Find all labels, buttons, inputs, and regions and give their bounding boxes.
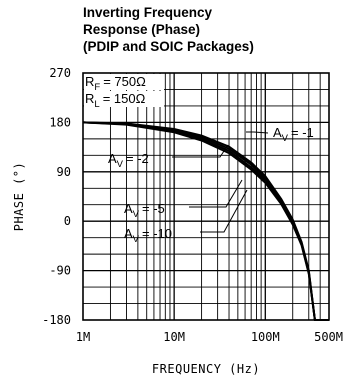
y-axis-label: PHASE (°): [12, 162, 26, 232]
series-label: AV = -2: [108, 151, 149, 170]
series-label-leader: [246, 131, 269, 134]
series-label-value: = -2: [126, 151, 149, 166]
x-axis-label: FREQUENCY (Hz): [152, 362, 260, 376]
condition-background: [84, 74, 164, 90]
y-tick-label: 180: [49, 115, 71, 129]
series-labels: AV = -1AV = -2AV = -5AV = -10: [108, 125, 314, 245]
series-label: AV = -10: [124, 226, 172, 245]
series-label-subscript: V: [117, 159, 124, 170]
series-label-symbol: A: [124, 201, 133, 216]
series-label-value: = -10: [142, 226, 172, 241]
series-label-subscript: V: [133, 234, 140, 245]
x-tick-label: 500M: [314, 330, 343, 344]
series-label-symbol: A: [273, 125, 282, 140]
series-label-value: = -1: [291, 125, 314, 140]
y-tick-label: 0: [64, 214, 71, 228]
y-tick-label: -90: [49, 264, 71, 278]
chart-title-line: Response (Phase): [83, 22, 200, 37]
y-tick-label: 270: [49, 66, 71, 80]
chart-grid: [83, 73, 329, 320]
condition-subscript: L: [94, 99, 99, 110]
series-label: AV = -5: [124, 201, 165, 220]
condition-value: = 750Ω: [103, 74, 146, 89]
series-label-leader: [172, 144, 229, 158]
series-label-leader: [200, 189, 248, 233]
condition-symbol: R: [85, 91, 94, 106]
chart-title: Inverting Frequency Response (Phase) (PDIP…: [83, 5, 254, 54]
y-tick-labels: 270 180 90 0 -90 -180: [42, 66, 71, 327]
x-tick-label: 10M: [163, 330, 185, 344]
chart-title-line: (PDIP and SOIC Packages): [83, 39, 254, 54]
plot-frame: [82, 72, 330, 321]
series-label-subscript: V: [282, 133, 289, 144]
x-tick-label: 1M: [76, 330, 90, 344]
condition-background: [84, 91, 164, 107]
condition-value: = 150Ω: [103, 91, 146, 106]
chart-title-line: Inverting Frequency: [83, 5, 213, 20]
series-label: AV = -1: [273, 125, 314, 144]
y-tick-label: -180: [42, 313, 71, 327]
series-label-leader: [189, 179, 243, 208]
test-condition: RL = 150Ω: [85, 91, 146, 110]
series-label-subscript: V: [133, 209, 140, 220]
series-line-4: [82, 121, 329, 321]
y-tick-label: 90: [57, 165, 71, 179]
condition-symbol: R: [85, 74, 94, 89]
x-tick-labels: 1M 10M 100M 500M: [76, 330, 343, 344]
x-tick-label: 100M: [251, 330, 280, 344]
series-label-value: = -5: [142, 201, 165, 216]
series-lines: [82, 121, 329, 321]
condition-subscript: F: [94, 82, 100, 93]
series-label-symbol: A: [124, 226, 133, 241]
test-condition: RF = 750Ω: [85, 74, 146, 93]
series-label-symbol: A: [108, 151, 117, 166]
